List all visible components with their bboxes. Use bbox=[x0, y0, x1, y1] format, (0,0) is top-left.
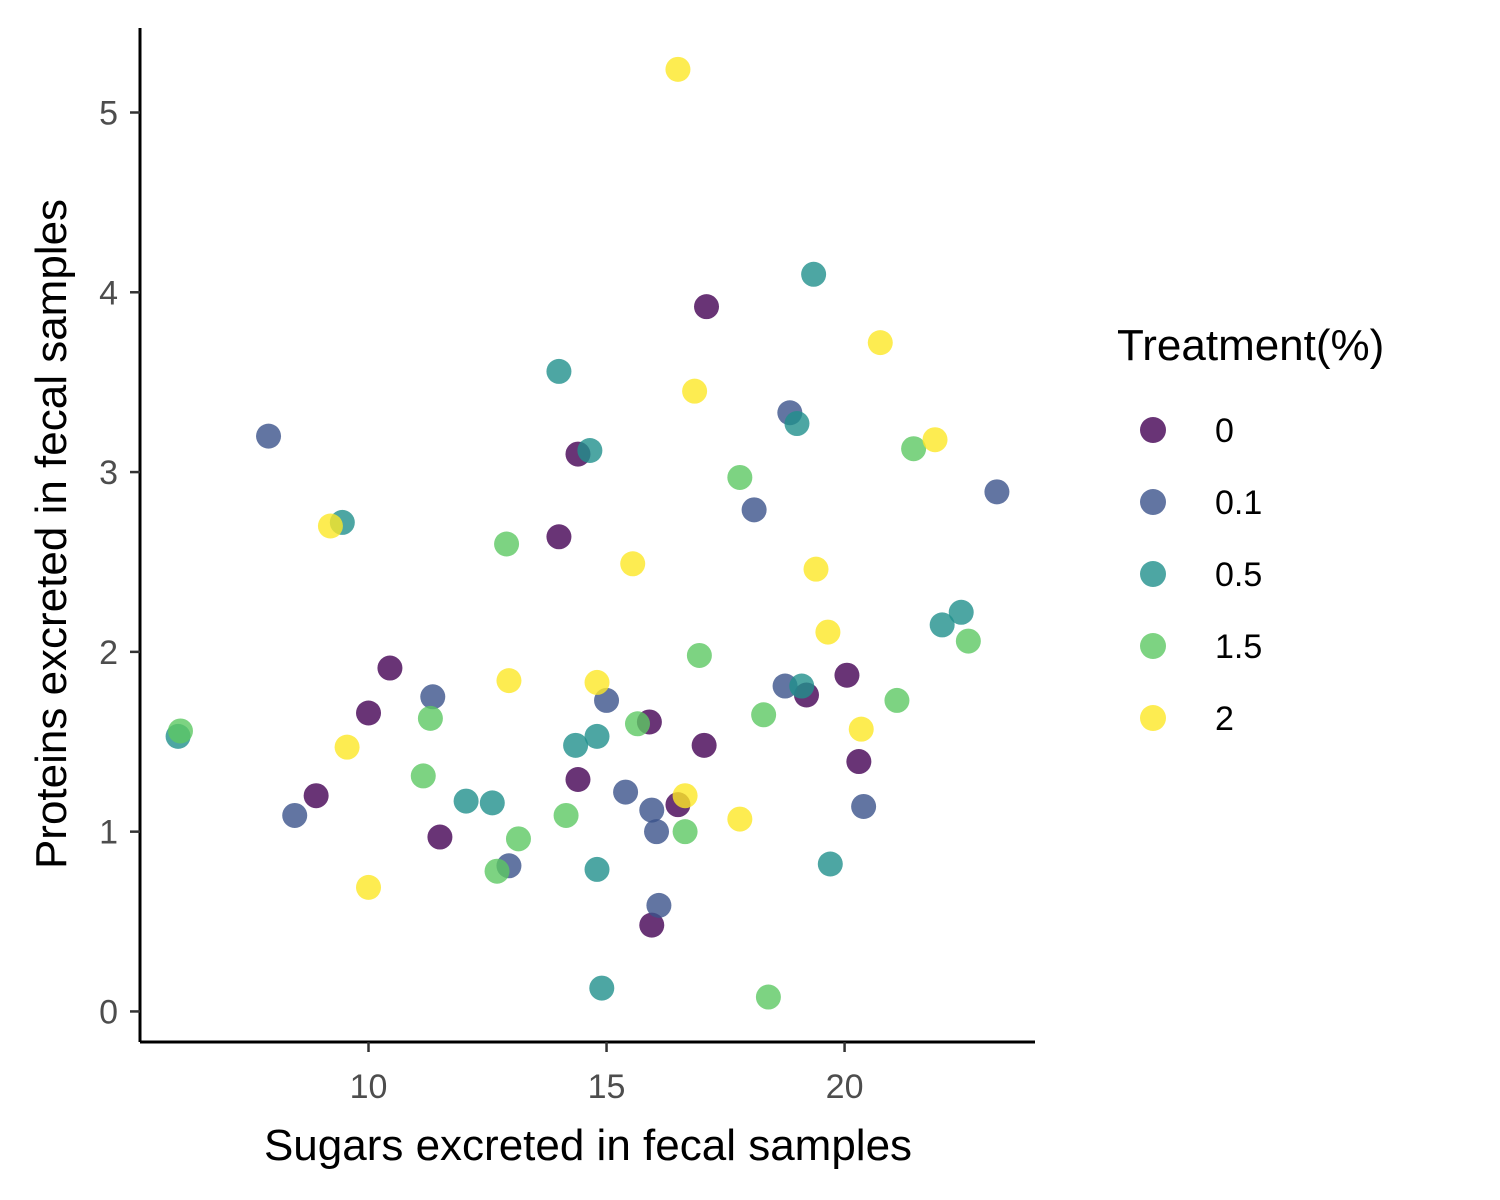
scatter-point-2 bbox=[848, 716, 874, 742]
scatter-point-1-5 bbox=[727, 464, 753, 490]
scatter-point-0-5 bbox=[563, 732, 589, 758]
scatter-point-0-1 bbox=[420, 684, 446, 710]
scatter-point-0 bbox=[303, 783, 329, 809]
y-tick-label: 3 bbox=[99, 454, 118, 492]
scatter-point-0-5 bbox=[784, 411, 810, 437]
scatter-point-2 bbox=[356, 874, 382, 900]
points-layer bbox=[165, 56, 1010, 1010]
scatter-point-0-1 bbox=[646, 892, 672, 918]
y-tick-label: 2 bbox=[99, 634, 118, 672]
scatter-point-2 bbox=[584, 669, 610, 695]
scatter-point-2 bbox=[922, 427, 948, 453]
ticks: 10 15 20 0 1 2 3 4 5 bbox=[99, 95, 863, 1107]
legend-key bbox=[1140, 705, 1166, 731]
scatter-point-2 bbox=[620, 551, 646, 577]
scatter-point-1-5 bbox=[505, 826, 531, 852]
legend-label: 1.5 bbox=[1215, 628, 1262, 666]
scatter-point-0-5 bbox=[948, 599, 974, 625]
scatter-point-1-5 bbox=[955, 628, 981, 654]
axes bbox=[138, 28, 1035, 1044]
legend-items: 0 0.1 0.5 1.5 2 bbox=[1140, 412, 1262, 738]
x-axis-title: Sugars excreted in fecal samples bbox=[264, 1121, 912, 1170]
legend-label: 2 bbox=[1215, 700, 1234, 738]
scatter-point-0 bbox=[694, 294, 720, 320]
scatter-point-0-1 bbox=[851, 793, 877, 819]
scatter-point-0 bbox=[639, 912, 665, 938]
scatter-point-2 bbox=[672, 783, 698, 809]
scatter-point-0 bbox=[377, 655, 403, 681]
y-tick-label: 0 bbox=[99, 993, 118, 1031]
scatter-point-1-5 bbox=[884, 687, 910, 713]
scatter-point-0 bbox=[356, 700, 382, 726]
scatter-point-0-5 bbox=[801, 261, 827, 287]
scatter-point-0-5 bbox=[453, 788, 479, 814]
x-tick-label: 10 bbox=[350, 1068, 388, 1106]
scatter-point-1-5 bbox=[686, 642, 712, 668]
scatter-point-2 bbox=[496, 668, 522, 694]
scatter-point-0 bbox=[427, 824, 453, 850]
scatter-point-1-5 bbox=[755, 984, 781, 1010]
scatter-point-0 bbox=[846, 749, 872, 775]
scatter-point-0-5 bbox=[929, 612, 955, 638]
scatter-point-0-5 bbox=[789, 673, 815, 699]
scatter-point-2 bbox=[334, 734, 360, 760]
scatter-point-2 bbox=[815, 619, 841, 645]
legend-key bbox=[1140, 633, 1166, 659]
scatter-point-1-5 bbox=[751, 702, 777, 728]
scatter-point-0-1 bbox=[984, 479, 1010, 505]
y-tick-label: 1 bbox=[99, 814, 118, 852]
legend-key bbox=[1140, 489, 1166, 515]
scatter-point-0-1 bbox=[282, 802, 308, 828]
scatter-point-0-5 bbox=[584, 856, 610, 882]
legend-label: 0 bbox=[1215, 412, 1234, 450]
scatter-point-0 bbox=[691, 732, 717, 758]
scatter-point-0 bbox=[834, 662, 860, 688]
scatter-point-0-5 bbox=[577, 438, 603, 463]
y-axis-title: Proteins excreted in fecal samples bbox=[27, 199, 76, 869]
scatter-point-1-5 bbox=[484, 858, 510, 884]
legend-label: 0.5 bbox=[1215, 556, 1262, 594]
legend-label: 0.1 bbox=[1215, 484, 1262, 522]
scatter-point-1-5 bbox=[494, 531, 520, 557]
scatter-point-0-1 bbox=[639, 797, 665, 823]
y-tick-label: 5 bbox=[99, 95, 118, 133]
x-tick-label: 20 bbox=[826, 1068, 864, 1106]
legend: Treatment(%) 0 0.1 0.5 1.5 2 bbox=[1117, 321, 1384, 738]
scatter-point-0-1 bbox=[256, 423, 282, 449]
scatter-point-2 bbox=[867, 330, 893, 356]
scatter-point-0-1 bbox=[644, 819, 670, 845]
scatter-point-0-5 bbox=[546, 358, 572, 384]
scatter-point-0-1 bbox=[613, 779, 639, 805]
scatter-point-1-5 bbox=[410, 763, 436, 789]
y-tick-label: 4 bbox=[99, 274, 118, 312]
legend-key bbox=[1140, 561, 1166, 587]
scatter-point-2 bbox=[727, 806, 753, 832]
scatter-point-1-5 bbox=[167, 718, 193, 744]
scatter-point-1-5 bbox=[417, 705, 443, 731]
scatter-point-2 bbox=[682, 378, 708, 404]
scatter-point-1-5 bbox=[672, 819, 698, 845]
scatter-point-0 bbox=[546, 524, 572, 550]
scatter-point-0-5 bbox=[479, 790, 505, 816]
scatter-point-2 bbox=[317, 513, 343, 539]
scatter-point-1-5 bbox=[901, 436, 927, 462]
scatter-point-1-5 bbox=[624, 711, 650, 737]
scatter-point-0-1 bbox=[741, 497, 767, 523]
x-tick-label: 15 bbox=[588, 1068, 626, 1106]
scatter-point-0-5 bbox=[584, 723, 610, 749]
scatter-point-1-5 bbox=[553, 802, 579, 828]
legend-key bbox=[1140, 417, 1166, 443]
scatter-point-0 bbox=[565, 767, 591, 793]
scatter-point-2 bbox=[803, 556, 829, 582]
scatter-point-0-5 bbox=[589, 975, 615, 1001]
legend-title: Treatment(%) bbox=[1117, 321, 1384, 370]
scatter-point-2 bbox=[665, 56, 691, 82]
scatter-point-0-5 bbox=[817, 851, 843, 877]
